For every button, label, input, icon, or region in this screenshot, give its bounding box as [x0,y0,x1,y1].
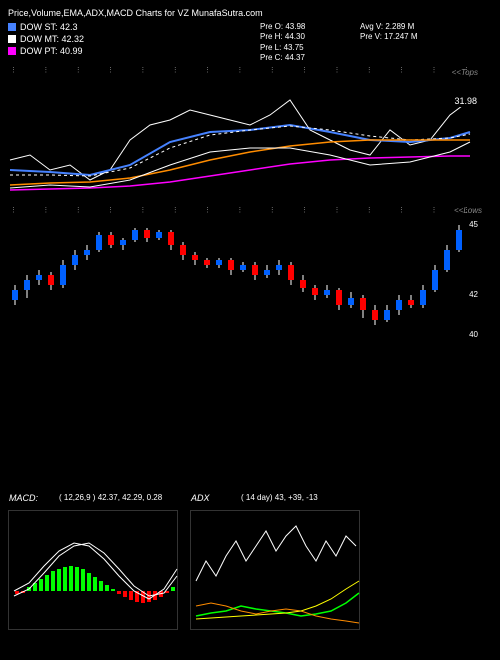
adx-params: ( 14 day) 43, +39, -13 [241,493,318,502]
adx-indicator: ADX ( 14 day) 43, +39, -13 [190,510,360,630]
legend: DOW ST: 42.3DOW MT: 42.32DOW PT: 40.99 [8,22,84,58]
macd-indicator: MACD: ( 12,26,9 ) 42.37, 42.29, 0.28 [8,510,178,630]
ohlc-stats: Pre O: 43.98Pre H: 44.30Pre L: 43.75Pre … [260,22,305,64]
macd-label: MACD: [9,493,38,503]
adx-label: ADX [191,493,210,503]
tops-label: <<Tops [452,68,478,77]
macd-params: ( 12,26,9 ) 42.37, 42.29, 0.28 [59,493,162,502]
volume-stats: Avg V: 2.289 MPre V: 17.247 M [360,22,418,43]
candlestick-chart: 454240 [0,210,480,340]
price-line-chart: <<Tops 31.98 [0,70,480,205]
current-price-label: 31.98 [453,95,478,107]
page-title: Price,Volume,EMA,ADX,MACD Charts for VZ … [8,8,263,18]
